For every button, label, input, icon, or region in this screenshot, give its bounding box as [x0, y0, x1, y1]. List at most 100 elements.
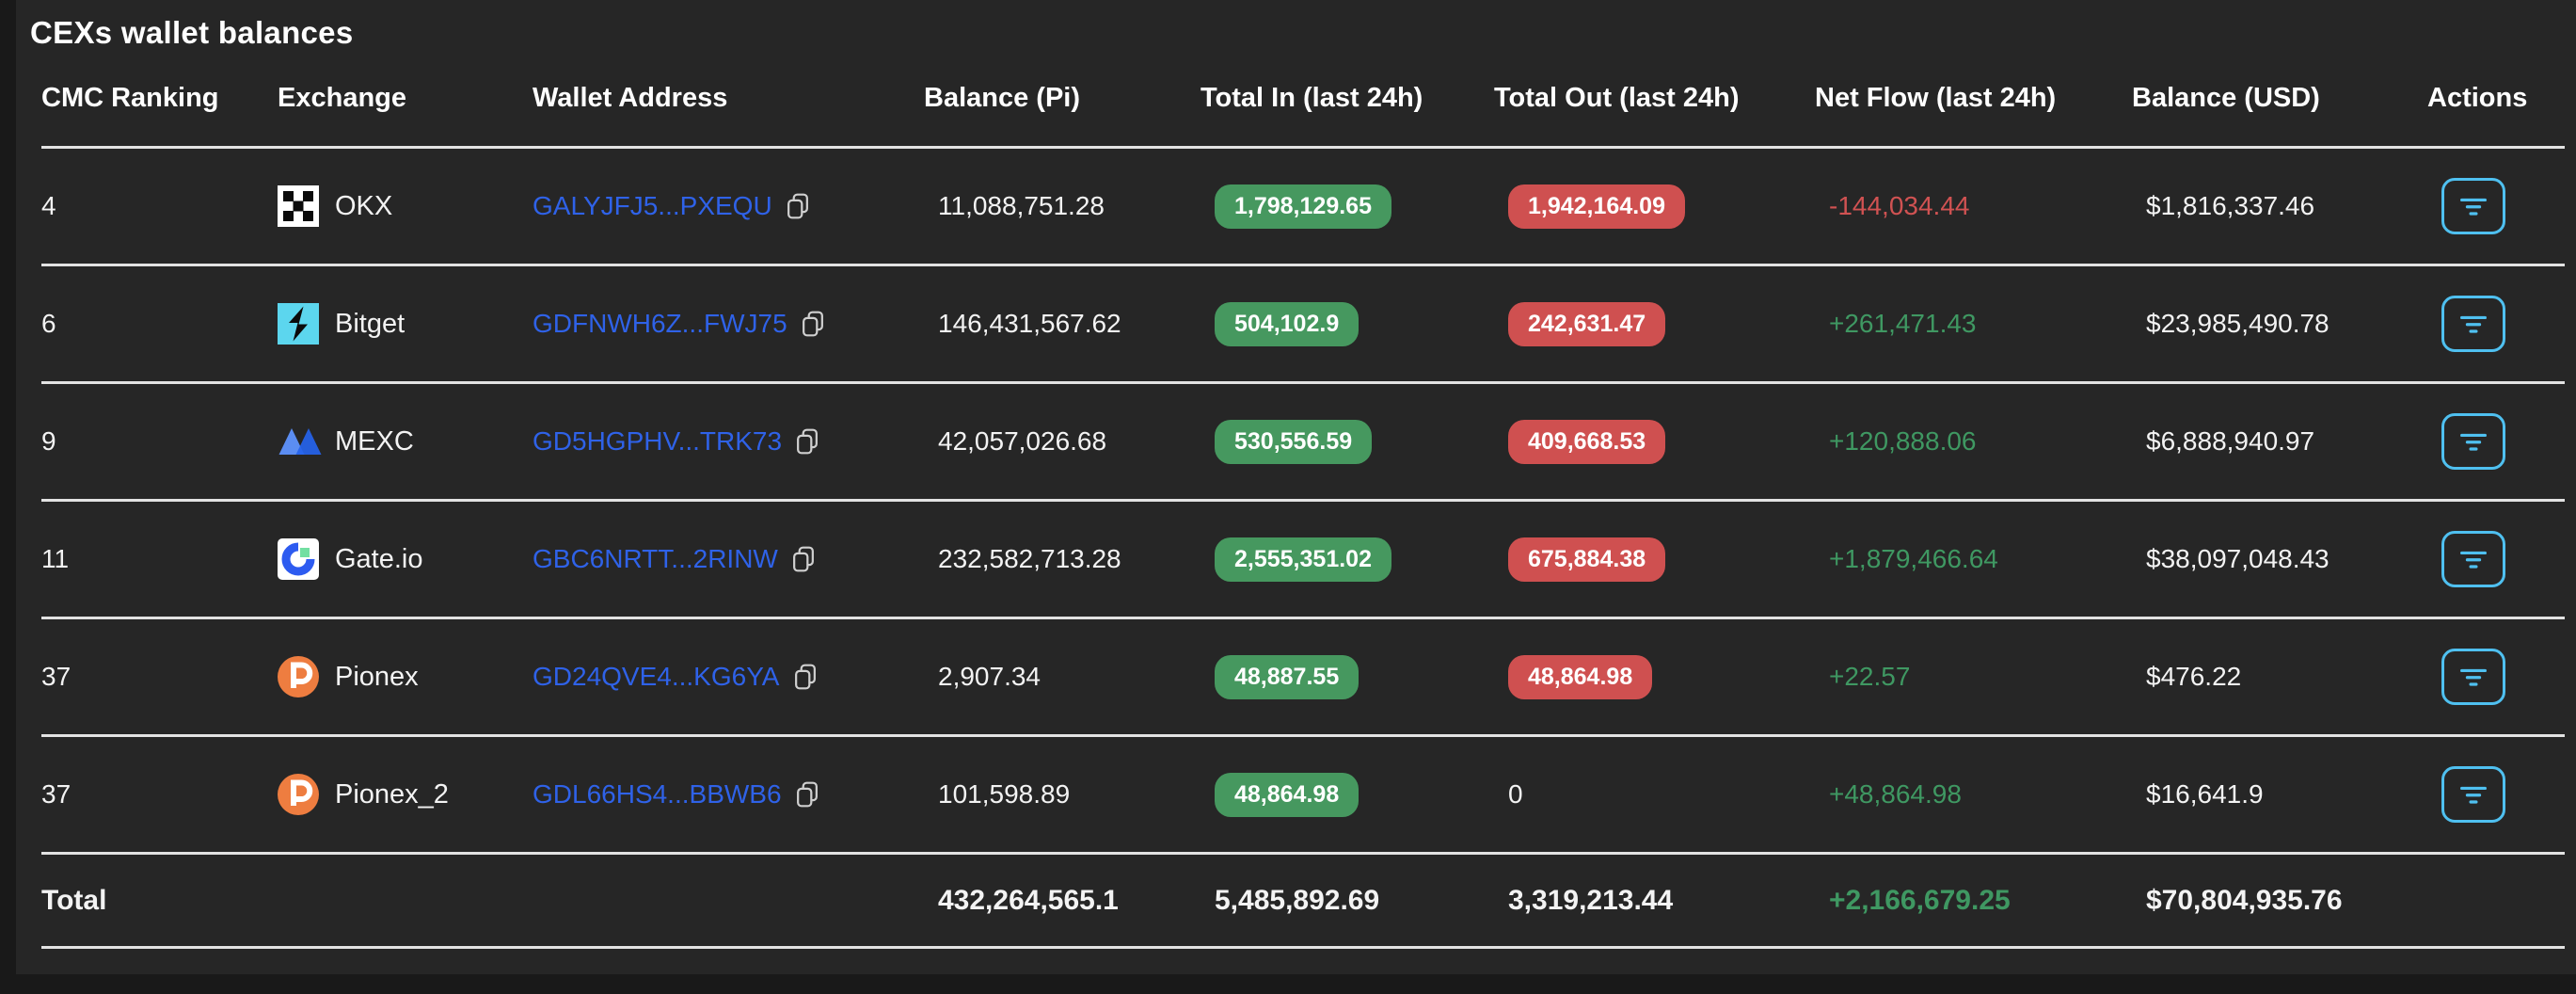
balance-usd-value: $38,097,048.43 — [2146, 544, 2330, 573]
balance-pi-value: 11,088,751.28 — [938, 191, 1105, 220]
total-out-cell: 675,884.38 — [1494, 537, 1815, 582]
balance-pi-value: 101,598.89 — [938, 779, 1071, 809]
filter-action-button[interactable] — [2441, 766, 2505, 823]
net-flow-value: +261,471.43 — [1829, 309, 1977, 338]
table-row: 9 MEXC GD5HGPHV...TRK73 42,057,026.68 53… — [41, 384, 2565, 502]
exchange-name: Pionex — [335, 661, 419, 692]
balance-usd-value: $1,816,337.46 — [2146, 191, 2315, 220]
pionex-logo-icon — [278, 656, 319, 697]
column-header-wallet-address: Wallet Address — [533, 83, 728, 113]
filter-icon — [2460, 551, 2487, 569]
total-label: Total — [41, 884, 107, 916]
copy-icon[interactable] — [799, 309, 827, 339]
copy-icon[interactable] — [793, 426, 821, 457]
total-out-badge: 675,884.38 — [1508, 537, 1666, 582]
wallet-address-link[interactable]: GD5HGPHV...TRK73 — [533, 426, 783, 456]
column-header-net-flow: Net Flow (last 24h) — [1815, 83, 2057, 113]
wallet-address-link[interactable]: GDFNWH6Z...FWJ75 — [533, 309, 787, 338]
total-out-cell: 48,864.98 — [1494, 654, 1815, 699]
exchange-cell: Gate.io — [278, 538, 533, 580]
exchange-name: Bitget — [335, 308, 405, 339]
bitget-logo-icon — [278, 303, 319, 345]
total-out-sum: 3,319,213.44 — [1508, 884, 1674, 916]
net-flow-value: +120,888.06 — [1829, 426, 1977, 456]
actions-cell — [2427, 766, 2565, 823]
filter-action-button[interactable] — [2441, 296, 2505, 352]
total-in-cell: 48,887.55 — [1201, 654, 1494, 699]
total-in-cell: 2,555,351.02 — [1201, 537, 1494, 582]
balance-pi-value: 232,582,713.28 — [938, 544, 1121, 573]
filter-icon — [2460, 433, 2487, 451]
bitget-logo-icon — [278, 303, 323, 345]
column-header-exchange: Exchange — [278, 83, 406, 113]
balance-usd-value: $16,641.9 — [2146, 779, 2264, 809]
exchange-name: OKX — [335, 190, 393, 221]
total-out-badge: 409,668.53 — [1508, 419, 1666, 464]
wallet-address-cell: GDFNWH6Z...FWJ75 — [533, 309, 924, 339]
filter-icon — [2460, 786, 2487, 804]
cmc-ranking-value: 9 — [41, 426, 56, 456]
total-out-cell: 1,942,164.09 — [1494, 184, 1815, 229]
copy-icon[interactable] — [784, 191, 812, 221]
table-row: 11 Gate.io GBC6NRTT...2RINW 232,582,713.… — [41, 502, 2565, 619]
cmc-ranking-value: 37 — [41, 779, 72, 809]
total-in-badge: 48,887.55 — [1215, 654, 1360, 699]
table-body: 4 OKX GALYJFJ5...PXEQU 11,088,751.28 1,7… — [16, 149, 2576, 855]
exchange-name: MEXC — [335, 425, 414, 457]
balance-usd-value: $23,985,490.78 — [2146, 309, 2330, 338]
total-out-badge: 242,631.47 — [1508, 301, 1666, 346]
total-net-flow: +2,166,679.25 — [1829, 884, 2011, 916]
wallet-address-link[interactable]: GBC6NRTT...2RINW — [533, 544, 778, 573]
column-header-total-out: Total Out (last 24h) — [1494, 83, 1740, 113]
total-out-badge: 48,864.98 — [1508, 654, 1653, 699]
actions-cell — [2427, 178, 2565, 234]
filter-action-button[interactable] — [2441, 413, 2505, 470]
total-in-badge: 504,102.9 — [1215, 301, 1360, 346]
net-flow-value: +22.57 — [1829, 662, 1911, 691]
total-out-cell: 0 — [1494, 779, 1815, 810]
exchange-cell: MEXC — [278, 421, 533, 462]
column-header-actions: Actions — [2427, 83, 2528, 113]
balance-pi-value: 146,431,567.62 — [938, 309, 1121, 338]
mexc-logo-icon — [278, 421, 323, 462]
wallet-address-cell: GBC6NRTT...2RINW — [533, 544, 924, 574]
wallet-address-link[interactable]: GDL66HS4...BBWB6 — [533, 779, 782, 809]
cmc-ranking-value: 11 — [41, 544, 70, 573]
gate-logo-icon — [278, 538, 319, 580]
total-out-badge: 0 — [1508, 779, 1523, 809]
balance-pi-value: 42,057,026.68 — [938, 426, 1107, 456]
gate-logo-icon — [278, 538, 323, 580]
table-row: 4 OKX GALYJFJ5...PXEQU 11,088,751.28 1,7… — [41, 149, 2565, 266]
total-in-badge: 2,555,351.02 — [1215, 537, 1391, 582]
total-out-cell: 242,631.47 — [1494, 301, 1815, 346]
net-flow-value: +1,879,466.64 — [1829, 544, 1998, 573]
copy-icon[interactable] — [791, 662, 819, 692]
table-row: 37 Pionex GD24QVE4...KG6YA 2,907.34 48,8… — [41, 619, 2565, 737]
exchange-name: Gate.io — [335, 543, 423, 574]
exchange-cell: Bitget — [278, 303, 533, 345]
filter-action-button[interactable] — [2441, 531, 2505, 587]
filter-icon — [2460, 315, 2487, 333]
balance-usd-value: $6,888,940.97 — [2146, 426, 2315, 456]
pionex-logo-icon — [278, 774, 323, 815]
wallet-address-cell: GALYJFJ5...PXEQU — [533, 191, 924, 221]
copy-icon[interactable] — [789, 544, 818, 574]
total-in-cell: 48,864.98 — [1201, 772, 1494, 817]
column-header-total-in: Total In (last 24h) — [1201, 83, 1423, 113]
actions-cell — [2427, 531, 2565, 587]
actions-cell — [2427, 413, 2565, 470]
exchange-name: Pionex_2 — [335, 778, 449, 810]
column-header-balance-usd: Balance (USD) — [2132, 83, 2320, 113]
cex-wallet-balances-card: CEXs wallet balances CMC Ranking Exchang… — [16, 0, 2576, 974]
okx-logo-icon — [278, 185, 319, 227]
wallet-address-link[interactable]: GALYJFJ5...PXEQU — [533, 191, 772, 220]
filter-icon — [2460, 668, 2487, 686]
column-header-balance-pi: Balance (Pi) — [924, 83, 1080, 113]
copy-icon[interactable] — [793, 779, 821, 810]
filter-action-button[interactable] — [2441, 649, 2505, 705]
wallet-address-link[interactable]: GD24QVE4...KG6YA — [533, 662, 780, 691]
filter-action-button[interactable] — [2441, 178, 2505, 234]
wallet-address-cell: GD5HGPHV...TRK73 — [533, 426, 924, 457]
wallet-address-cell: GD24QVE4...KG6YA — [533, 662, 924, 692]
total-in-cell: 504,102.9 — [1201, 301, 1494, 346]
